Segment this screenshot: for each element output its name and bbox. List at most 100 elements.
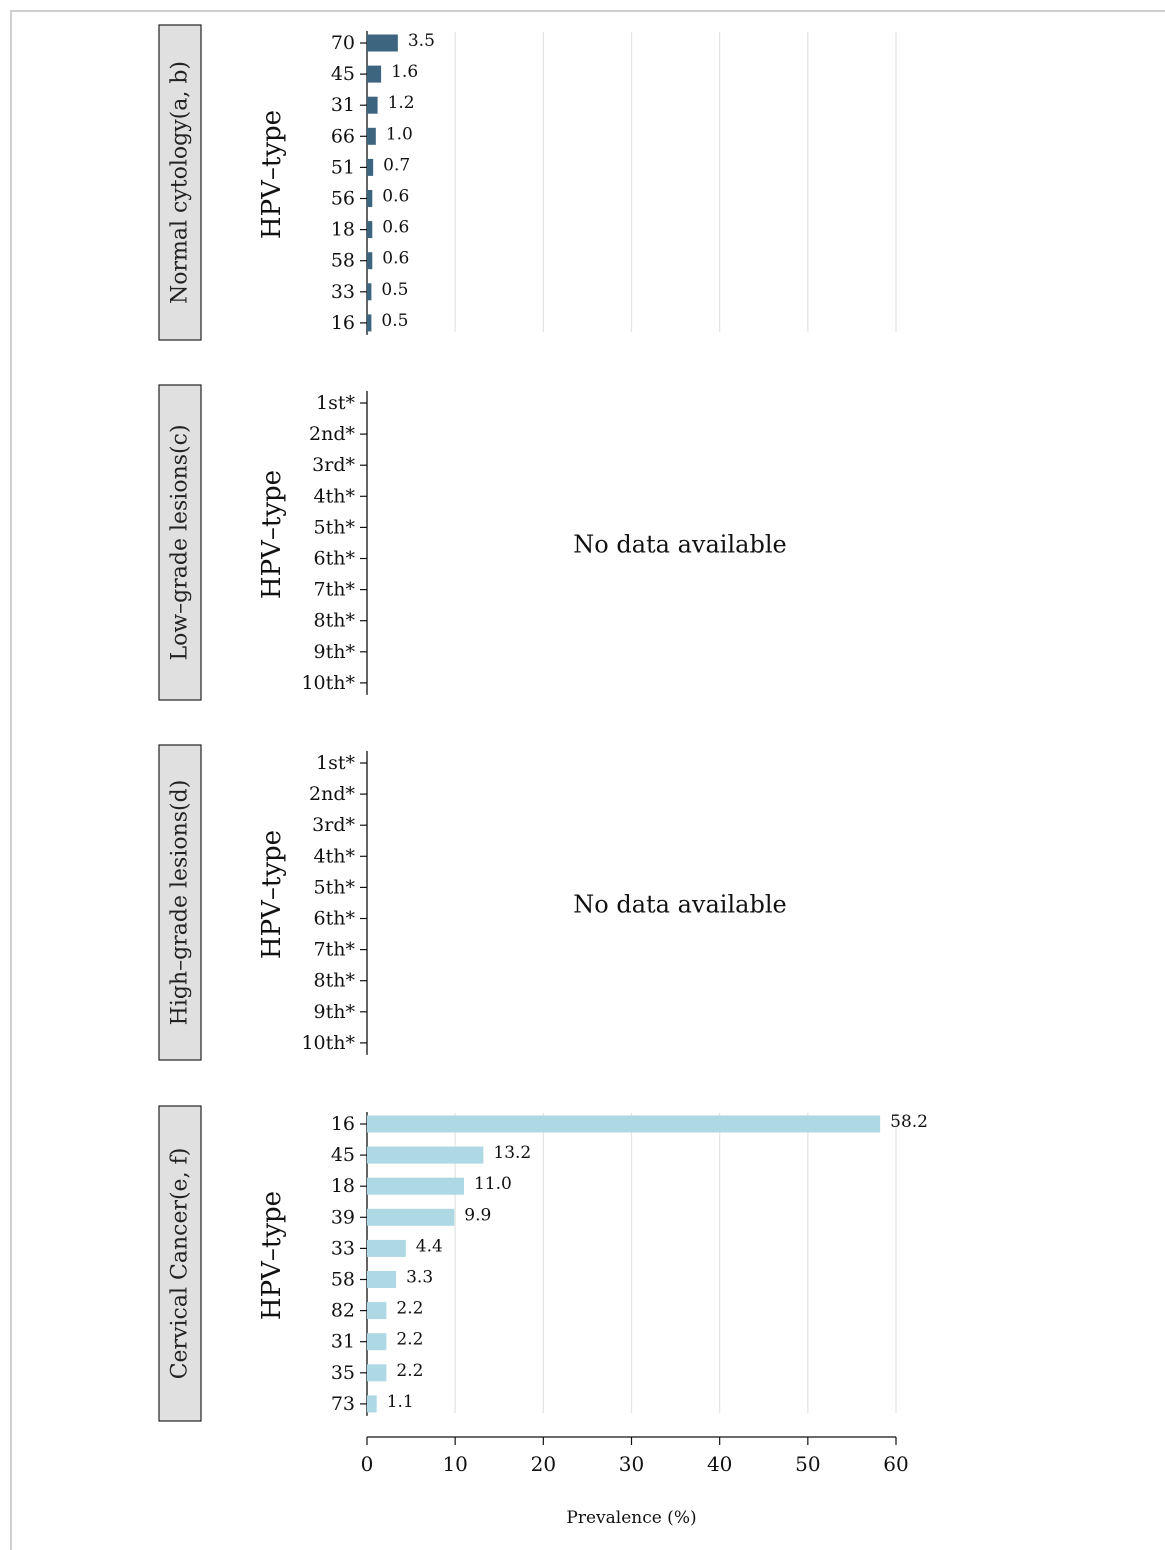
y-tick-label: 18 xyxy=(331,219,355,241)
bar xyxy=(367,1239,406,1257)
bar-value-label: 13.2 xyxy=(493,1143,531,1163)
y-axis-label: HPV–type xyxy=(257,470,287,599)
panel-strip-label: Low–grade lesions(c) xyxy=(168,424,193,660)
y-tick-label: 58 xyxy=(331,250,355,272)
x-tick-label: 50 xyxy=(795,1452,820,1476)
panel-strip-label: High–grade lesions(d) xyxy=(168,780,193,1026)
bar xyxy=(367,221,373,239)
y-axis-label: HPV–type xyxy=(257,830,287,959)
y-tick-label: 8th* xyxy=(314,610,356,632)
bar-value-label: 0.6 xyxy=(382,249,409,269)
bar xyxy=(367,314,372,332)
y-tick-label: 10th* xyxy=(301,672,355,694)
bar-value-label: 0.5 xyxy=(381,280,408,300)
x-axis-label: Prevalence (%) xyxy=(566,1508,696,1528)
y-tick-label: 3rd* xyxy=(312,454,355,476)
bar-value-label: 1.2 xyxy=(388,93,415,113)
y-tick-label: 1st* xyxy=(316,392,355,414)
y-tick-label: 35 xyxy=(331,1362,355,1384)
y-tick-label: 31 xyxy=(331,94,355,116)
no-data-annotation: No data available xyxy=(573,891,786,919)
y-tick-label: 82 xyxy=(331,1300,355,1322)
bar xyxy=(367,1395,377,1413)
bar xyxy=(367,1115,881,1133)
y-tick-label: 58 xyxy=(331,1269,355,1291)
panel-strip-label: Normal cytology(a, b) xyxy=(168,61,193,304)
bar-value-label: 0.6 xyxy=(382,218,409,238)
bar-value-label: 11.0 xyxy=(474,1174,512,1194)
bar-value-label: 1.6 xyxy=(391,62,418,82)
y-tick-label: 66 xyxy=(331,125,355,147)
no-data-annotation: No data available xyxy=(573,531,786,559)
bar xyxy=(367,127,376,145)
y-tick-label: 33 xyxy=(331,281,355,303)
y-tick-label: 2nd* xyxy=(309,783,355,805)
y-tick-label: 56 xyxy=(331,188,355,210)
y-tick-label: 16 xyxy=(331,312,355,334)
panel-3: High–grade lesions(d) HPV–type 1st* 2nd* 3rd… xyxy=(158,744,787,1061)
bar xyxy=(367,158,374,176)
y-tick-label: 16 xyxy=(331,1113,355,1135)
y-tick-label: 1st* xyxy=(316,752,355,774)
x-tick-label: 0 xyxy=(361,1452,374,1476)
x-tick-label: 40 xyxy=(707,1452,732,1476)
bar xyxy=(367,1333,387,1351)
bar xyxy=(367,283,372,301)
y-tick-label: 9th* xyxy=(314,641,356,663)
y-tick-label: 5th* xyxy=(314,876,356,898)
y-tick-label: 73 xyxy=(331,1393,355,1415)
bar-value-label: 0.6 xyxy=(382,187,409,207)
bar xyxy=(367,1146,484,1164)
x-tick-label: 60 xyxy=(883,1452,908,1476)
bar xyxy=(367,1271,397,1288)
x-tick-label: 30 xyxy=(619,1452,644,1476)
bar-value-label: 3.3 xyxy=(406,1268,433,1288)
y-tick-label: 5th* xyxy=(314,516,356,538)
y-axis-label: HPV–type xyxy=(257,1191,287,1320)
bar xyxy=(367,96,378,114)
y-tick-label: 45 xyxy=(331,1144,355,1166)
panel-1: Normal cytology(a, b) HPV–type 70 3.5 45 1.6 3… xyxy=(158,24,897,341)
y-axis-label: HPV–type xyxy=(257,110,287,239)
y-tick-label: 45 xyxy=(331,63,355,85)
y-tick-label: 33 xyxy=(331,1237,355,1259)
y-tick-label: 51 xyxy=(331,156,355,178)
panel-strip xyxy=(158,1105,202,1422)
y-tick-label: 8th* xyxy=(314,970,356,992)
y-tick-label: 7th* xyxy=(314,579,356,601)
bar xyxy=(367,1208,455,1226)
bar xyxy=(367,252,373,270)
y-tick-label: 3rd* xyxy=(312,814,355,836)
bar xyxy=(367,1364,387,1382)
bar-value-label: 2.2 xyxy=(396,1361,423,1381)
bar xyxy=(367,1302,387,1320)
panel-2: Low–grade lesions(c) HPV–type 1st* 2nd* 3rd*… xyxy=(158,384,787,701)
panel-4: Cervical Cancer(e, f) HPV–type 16 58.2 45 13.… xyxy=(158,1105,928,1528)
bar-value-label: 2.2 xyxy=(396,1330,423,1350)
x-tick-label: 20 xyxy=(531,1452,556,1476)
y-tick-label: 70 xyxy=(331,32,355,54)
figure-frame xyxy=(10,10,1165,1550)
panel-strip-label: Cervical Cancer(e, f) xyxy=(168,1148,193,1380)
panel-strip xyxy=(158,744,202,1061)
bar xyxy=(367,65,382,83)
bar xyxy=(367,34,398,52)
bar-value-label: 0.7 xyxy=(383,155,410,175)
bar xyxy=(367,190,373,207)
bar-value-label: 4.4 xyxy=(416,1236,443,1256)
y-tick-label: 4th* xyxy=(314,485,356,507)
y-tick-label: 6th* xyxy=(314,908,356,930)
x-tick-label: 10 xyxy=(442,1452,467,1476)
y-tick-label: 10th* xyxy=(301,1032,355,1054)
bar-value-label: 1.0 xyxy=(386,124,413,144)
bar-value-label: 9.9 xyxy=(464,1205,491,1225)
panel-strip xyxy=(158,24,202,341)
y-tick-label: 2nd* xyxy=(309,423,355,445)
y-tick-label: 4th* xyxy=(314,845,356,867)
y-tick-label: 39 xyxy=(331,1206,355,1228)
panel-strip xyxy=(158,384,202,701)
bar-value-label: 0.5 xyxy=(381,311,408,331)
bar-value-label: 1.1 xyxy=(387,1392,414,1412)
bar-value-label: 3.5 xyxy=(408,31,435,51)
